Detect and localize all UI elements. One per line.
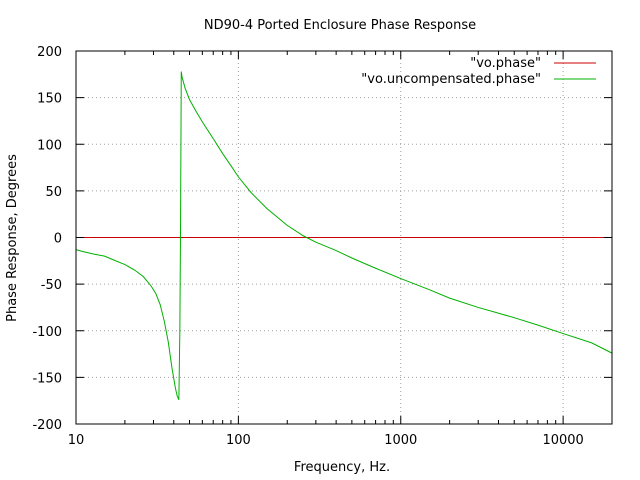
x-axis-title: Frequency, Hz. [294, 460, 390, 475]
y-tick-label: 150 [37, 92, 62, 107]
chart-title: ND90-4 Ported Enclosure Phase Response [204, 18, 476, 33]
y-tick-label: 100 [37, 138, 62, 153]
y-tick-label: -200 [32, 418, 62, 433]
axis-ticks: -200 -150 -100 -50 0 50 100 150 200 10 100 1000 1000… [32, 45, 613, 448]
y-tick-label: 200 [37, 45, 62, 60]
legend-label: "vo.phase" [470, 56, 541, 71]
x-tick-label: 1000 [384, 433, 417, 448]
x-tick-label: 10000 [542, 433, 583, 448]
plot-area [75, 71, 613, 400]
x-tick-label: 100 [226, 433, 251, 448]
y-tick-label: 0 [54, 232, 62, 247]
legend: "vo.phase""vo.uncompensated.phase" [361, 56, 596, 87]
legend-label: "vo.uncompensated.phase" [361, 72, 541, 87]
y-axis-title: Phase Response, Degrees [5, 154, 20, 322]
y-tick-label: -150 [32, 371, 62, 386]
y-tick-label: 50 [45, 185, 62, 200]
y-tick-label: -100 [32, 325, 62, 340]
y-tick-label: -50 [41, 278, 62, 293]
x-tick-label: 10 [68, 433, 85, 448]
series-line-2 [75, 71, 613, 400]
